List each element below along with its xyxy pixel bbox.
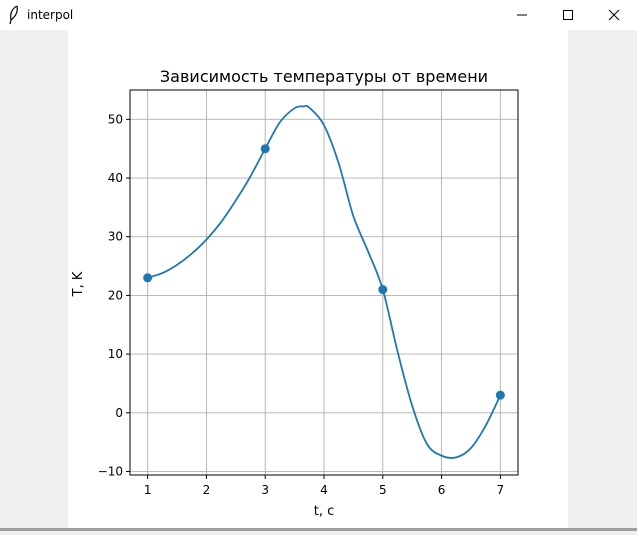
minimize-icon [517, 14, 527, 16]
x-tick-label: 3 [261, 483, 269, 497]
minimize-button[interactable] [499, 0, 545, 30]
x-tick-label: 1 [144, 483, 152, 497]
y-tick-label: −10 [98, 464, 123, 478]
y-tick-label: 20 [108, 288, 123, 302]
window-client-area: Зависимость температуры от времени 1 2 3 4 5… [0, 30, 637, 531]
feather-icon [9, 5, 18, 25]
y-tick-label: 0 [115, 406, 123, 420]
maximize-icon [563, 10, 573, 20]
x-tick-label: 2 [203, 483, 211, 497]
data-point [495, 390, 505, 400]
figure-canvas: Зависимость температуры от времени 1 2 3 4 5… [68, 30, 568, 531]
window-title: interpol [27, 8, 74, 22]
x-tick-label: 5 [379, 483, 387, 497]
data-point [378, 285, 388, 295]
temperature-chart: Зависимость температуры от времени 1 2 3 4 5… [71, 67, 519, 519]
y-axis-label: T, K [71, 271, 86, 297]
x-tick-label: 6 [438, 483, 446, 497]
interpolation-curve [147, 104, 502, 459]
close-icon [608, 9, 620, 21]
chart-title: Зависимость температуры от времени [160, 67, 488, 86]
y-tick-label: 50 [108, 112, 123, 126]
data-point [260, 144, 270, 154]
data-point [143, 273, 153, 283]
maximize-button[interactable] [545, 0, 591, 30]
x-axis-label: t, с [314, 504, 335, 519]
close-button[interactable] [591, 0, 637, 30]
y-tick-label: 40 [108, 171, 123, 185]
bottom-border [0, 528, 637, 531]
x-tick-label: 7 [497, 483, 505, 497]
x-tick-label: 4 [320, 483, 328, 497]
y-tick-label: 30 [108, 230, 123, 244]
y-tick-label: 10 [108, 347, 123, 361]
window-titlebar[interactable]: interpol [0, 0, 637, 30]
